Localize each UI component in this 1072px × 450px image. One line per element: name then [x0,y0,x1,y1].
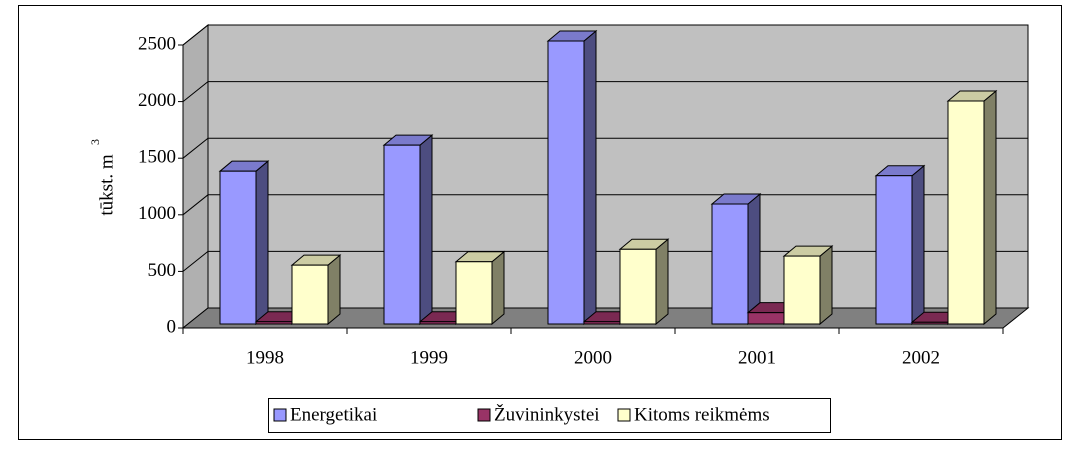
bar [290,254,342,326]
y-tick-label: 2500 [138,33,176,54]
bar-side [655,238,669,326]
x-tick-label: 1999 [410,347,448,368]
bar [710,192,762,326]
bar-front [911,321,949,325]
y-axis-label: tūkst. m 3 [88,139,118,216]
grid-line [182,81,1028,102]
bar-front [255,321,293,325]
bar [454,250,506,326]
bar [382,134,434,326]
legend-label: Žuvininkystei [494,403,600,425]
grid-line [182,137,1028,159]
x-tick-label: 2002 [902,347,940,368]
bar-front [711,203,749,325]
x-tick-label: 1998 [246,347,284,368]
y-axis-title: tūkst. m [96,154,117,215]
x-tick-label: 2001 [738,347,776,368]
legend-label: Kitoms reikmėms [634,404,770,425]
bar-front [619,248,657,325]
bar-side [327,254,341,326]
side-wall [182,23,209,330]
legend-swatch [273,408,287,422]
bar-side [983,89,997,326]
bar-side [255,160,269,326]
bar [218,160,270,326]
bar-front [747,312,785,325]
bar-front [291,264,329,325]
bar-side [583,29,597,326]
legend-label: Energetikai [290,404,377,425]
legend [268,398,831,433]
y-axis-title-sup: 3 [88,139,102,145]
bar [946,89,998,326]
bar-front [219,170,257,325]
legend-swatch [617,408,631,422]
bar-front [383,144,421,325]
bar [618,238,670,326]
bar [546,29,598,326]
y-tick-label: 1000 [138,203,176,224]
bar [782,245,834,326]
legend-swatch [477,408,491,422]
y-tick-label: 1500 [138,147,176,168]
bar-front [875,175,913,325]
bar-side [819,245,833,326]
bar-front [947,100,985,325]
bar-front [455,261,493,325]
y-tick-label: 0 [167,316,177,337]
bar-front [783,255,821,325]
bar-side [419,134,433,326]
bar-side [491,250,505,326]
y-tick-label: 2000 [138,90,176,111]
grid-line [182,24,1028,46]
bar-front [547,40,585,325]
bar [874,164,926,326]
bar-front [583,321,621,325]
y-tick-label: 500 [148,260,177,281]
bar-front [419,321,457,325]
x-tick-label: 2000 [574,347,612,368]
bar-side [911,164,925,326]
